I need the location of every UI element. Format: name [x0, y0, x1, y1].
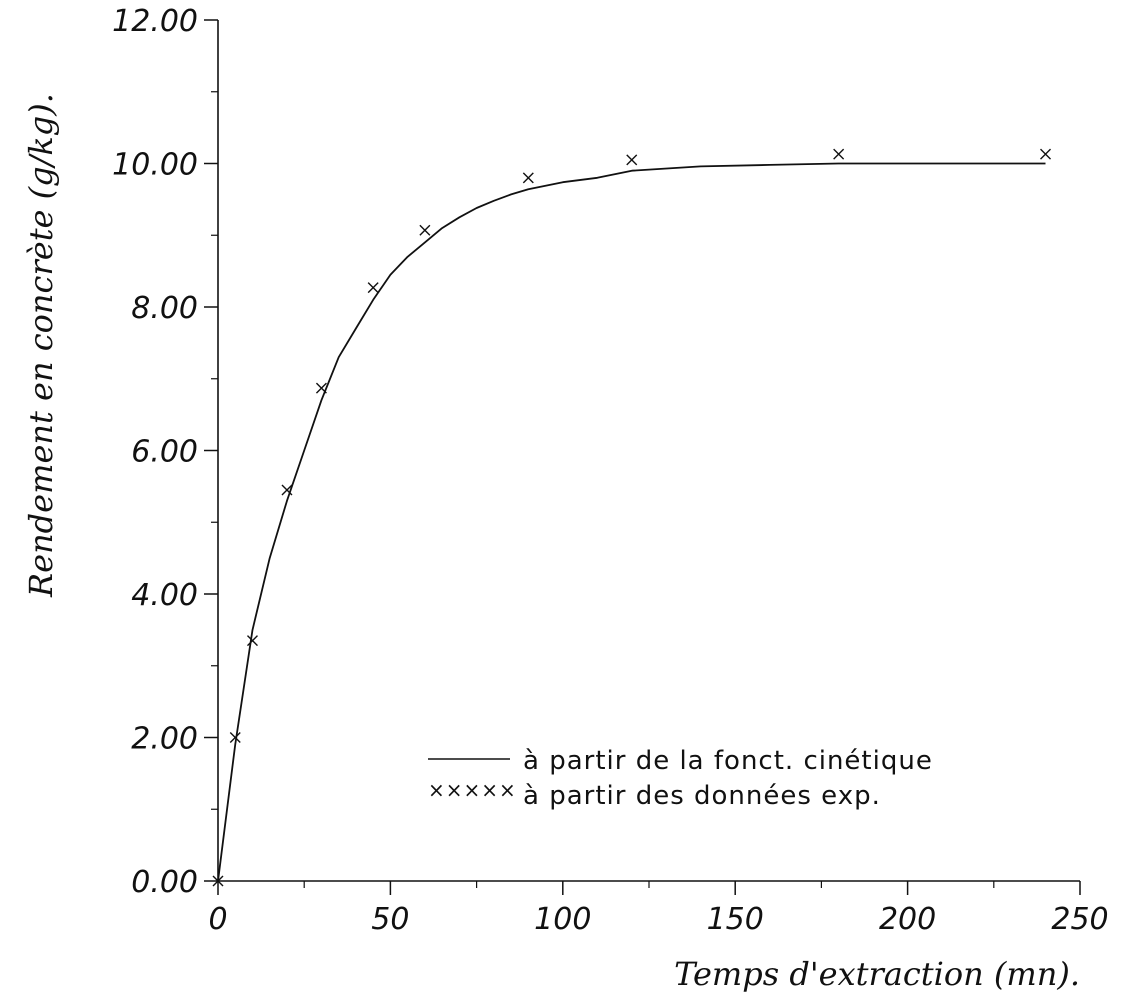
y-tick-label: 8.00 [131, 291, 198, 326]
data-point-marker [833, 148, 845, 160]
series-line-group [217, 162, 1046, 882]
data-point-marker [1040, 148, 1052, 160]
x-tick-label: 150 [707, 902, 764, 937]
x-tick-label: 250 [1051, 902, 1108, 937]
data-point-marker [246, 635, 258, 647]
x-tick-label: 200 [879, 902, 936, 937]
data-point-marker [212, 875, 224, 887]
y-tick-label: 0.00 [131, 865, 198, 900]
y-tick-label: 12.00 [112, 4, 198, 39]
x-axis-title: Temps d'extraction (mn). [674, 955, 1080, 993]
y-axis-title: Rendement en concrète (g/kg). [22, 93, 60, 598]
y-tick-label: 2.00 [131, 722, 198, 757]
data-point-marker [281, 484, 293, 496]
data-point-marker [229, 732, 241, 743]
y-tick-label: 10.00 [112, 148, 198, 183]
data-point-marker [367, 282, 379, 294]
x-tick-label: 50 [371, 902, 409, 937]
kinetic-curve [217, 162, 1046, 882]
data-point-marker [315, 382, 327, 394]
y-tick-label: 6.00 [131, 435, 198, 470]
x-tick-label: 0 [208, 902, 227, 937]
ticks: 0.00 2.00 4.00 6.00 8.00 10.00 12.00 0 50 100 150 2… [112, 4, 1109, 937]
series-marker-group [212, 148, 1052, 887]
legend-label-curve: à partir de la fonct. cinétique [523, 746, 933, 776]
legend-marker-swatch: ××××× [428, 778, 517, 802]
y-tick-label: 4.00 [131, 578, 198, 613]
legend-label-data: à partir des données exp. [523, 781, 881, 811]
x-tick-label: 100 [534, 902, 591, 937]
legend: à partir de la fonct. cinétique ××××× à … [428, 746, 933, 811]
data-point-marker [626, 154, 638, 166]
data-point-marker [419, 224, 431, 236]
data-point-marker [522, 172, 534, 184]
